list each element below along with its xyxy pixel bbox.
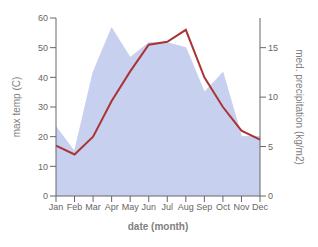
svg-text:20: 20 bbox=[38, 132, 48, 142]
svg-text:date (month): date (month) bbox=[128, 221, 189, 232]
svg-text:40: 40 bbox=[38, 73, 48, 83]
svg-text:0: 0 bbox=[268, 191, 273, 201]
svg-text:Jan: Jan bbox=[49, 202, 64, 212]
svg-text:Jun: Jun bbox=[141, 202, 156, 212]
svg-text:Dec: Dec bbox=[252, 202, 269, 212]
svg-text:10: 10 bbox=[268, 92, 278, 102]
svg-text:Mar: Mar bbox=[85, 202, 101, 212]
svg-text:0: 0 bbox=[43, 191, 48, 201]
svg-text:50: 50 bbox=[38, 43, 48, 53]
svg-text:May: May bbox=[122, 202, 140, 212]
svg-text:med. precipitation (kg/m2): med. precipitation (kg/m2) bbox=[294, 49, 305, 165]
svg-text:60: 60 bbox=[38, 13, 48, 23]
svg-text:Jul: Jul bbox=[162, 202, 174, 212]
svg-text:Feb: Feb bbox=[67, 202, 83, 212]
svg-text:Nov: Nov bbox=[233, 202, 250, 212]
svg-text:30: 30 bbox=[38, 102, 48, 112]
svg-text:10: 10 bbox=[38, 162, 48, 172]
svg-text:15: 15 bbox=[268, 43, 278, 53]
svg-text:Apr: Apr bbox=[105, 202, 119, 212]
svg-text:5: 5 bbox=[268, 142, 273, 152]
svg-text:max temp (C): max temp (C) bbox=[11, 77, 22, 138]
svg-text:Aug: Aug bbox=[178, 202, 194, 212]
svg-text:Oct: Oct bbox=[216, 202, 231, 212]
svg-text:Sep: Sep bbox=[196, 202, 212, 212]
